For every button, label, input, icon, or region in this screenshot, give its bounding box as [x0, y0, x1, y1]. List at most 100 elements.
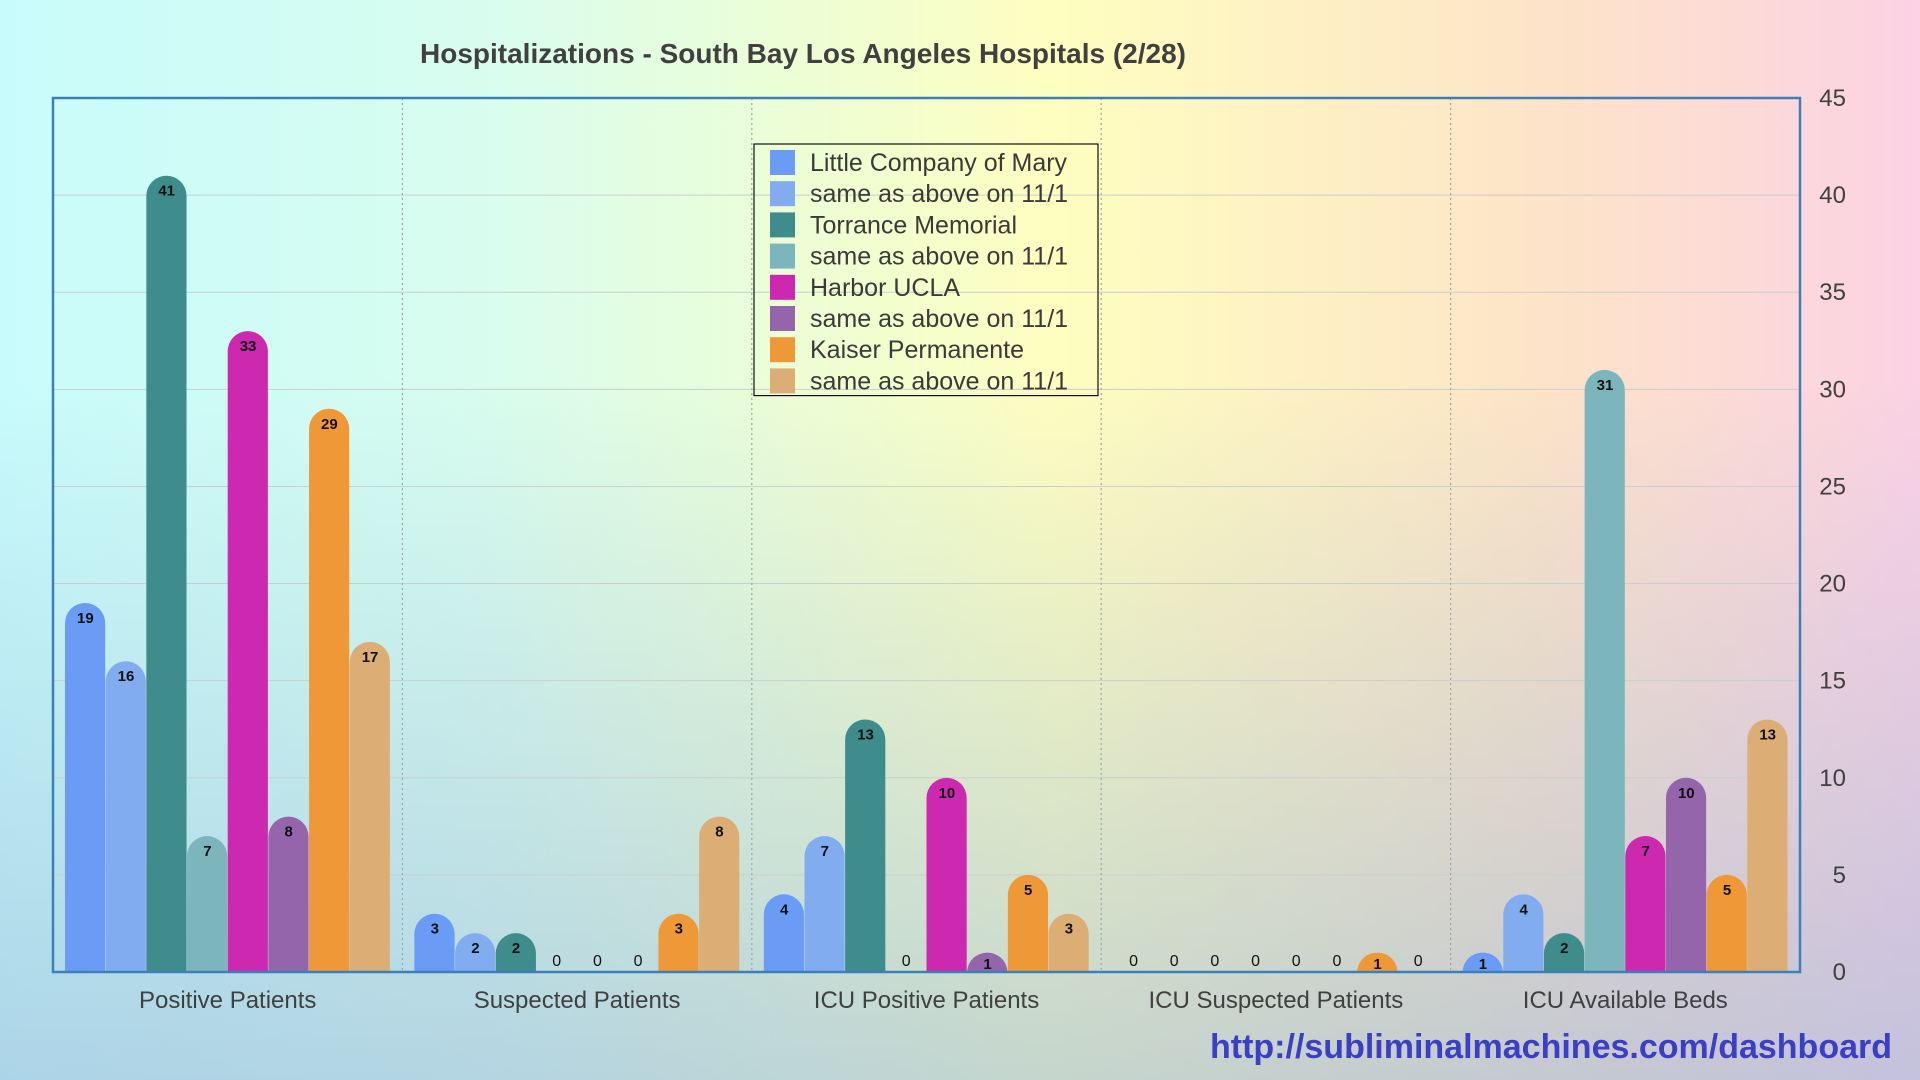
- y-tick-label: 20: [1819, 571, 1846, 598]
- data-label: 3: [675, 921, 683, 938]
- plot-frame: [51, 96, 1802, 974]
- legend-swatch: [770, 150, 795, 175]
- bar: [309, 408, 350, 973]
- x-tick-label: ICU Positive Patients: [814, 987, 1039, 1014]
- legend-label: same as above on 11/1: [810, 305, 1068, 333]
- data-label: 0: [593, 953, 602, 970]
- data-label: 1: [983, 956, 991, 973]
- bar: [1747, 719, 1788, 972]
- y-tick-label: 0: [1833, 959, 1846, 986]
- data-label: 0: [1251, 953, 1260, 970]
- data-label: 0: [1332, 953, 1341, 970]
- bar: [455, 933, 496, 972]
- bar: [349, 641, 390, 972]
- bar: [1357, 952, 1398, 972]
- data-label: 7: [821, 843, 829, 860]
- bar: [763, 894, 804, 972]
- data-label: 0: [634, 953, 643, 970]
- data-label: 31: [1597, 377, 1614, 394]
- legend-label: same as above on 11/1: [810, 367, 1068, 395]
- data-label: 0: [902, 953, 911, 970]
- bar: [65, 602, 106, 972]
- category-separators: [401, 98, 1452, 972]
- legend-label: Harbor UCLA: [810, 274, 960, 302]
- data-label: 4: [1519, 901, 1528, 918]
- y-tick-label: 40: [1819, 182, 1846, 209]
- legend-swatch: [770, 337, 795, 363]
- data-label: 0: [1292, 953, 1301, 970]
- data-label: 33: [240, 338, 257, 355]
- data-label: 13: [857, 727, 874, 744]
- bar: [967, 952, 1008, 972]
- data-label: 2: [512, 940, 520, 957]
- data-label: 10: [938, 785, 955, 802]
- y-tick-label: 35: [1819, 279, 1846, 306]
- bar: [1462, 952, 1503, 972]
- data-label: 0: [1129, 953, 1138, 970]
- y-tick-label: 5: [1833, 862, 1846, 889]
- data-label: 8: [285, 824, 293, 841]
- legend-swatch: [770, 368, 795, 394]
- dashboard-url-link[interactable]: http://subliminalmachines.com/dashboard: [1210, 1028, 1892, 1066]
- y-tick-label: 25: [1819, 473, 1846, 500]
- data-label: 2: [471, 940, 479, 957]
- data-label: 3: [1065, 921, 1073, 938]
- bar: [1503, 894, 1544, 972]
- y-axis: 0 5 10 15 20 25 30 35 40 45: [1819, 85, 1846, 986]
- data-label: 17: [362, 649, 379, 666]
- bar: [804, 836, 845, 972]
- bar: [1543, 933, 1585, 972]
- data-label: 10: [1678, 785, 1695, 802]
- bar: [268, 816, 309, 972]
- legend-box: [753, 143, 1099, 397]
- data-label: 0: [1414, 953, 1423, 970]
- bar: [227, 331, 268, 972]
- x-tick-label: Positive Patients: [139, 987, 316, 1014]
- data-label: 13: [1759, 727, 1776, 744]
- legend-swatch: [770, 181, 795, 207]
- bar: [1665, 777, 1707, 972]
- x-tick-label: ICU Suspected Patients: [1148, 987, 1403, 1014]
- data-label: 0: [1210, 953, 1219, 970]
- bar: [495, 933, 536, 972]
- data-label: 3: [431, 921, 439, 938]
- data-label: 0: [1170, 953, 1179, 970]
- data-label: 7: [1641, 843, 1649, 860]
- legend-label: Kaiser Permanente: [810, 336, 1024, 364]
- legend-label: Torrance Memorial: [810, 211, 1017, 239]
- legend-swatch: [770, 243, 795, 269]
- bar: [845, 719, 886, 972]
- data-label: 41: [158, 183, 175, 200]
- data-label: 29: [321, 416, 338, 433]
- legend-label: same as above on 11/1: [810, 180, 1068, 208]
- y-tick-label: 45: [1819, 85, 1846, 112]
- bar: [658, 913, 699, 972]
- data-label: 2: [1560, 940, 1568, 957]
- bar: [1584, 369, 1625, 973]
- data-label: 5: [1024, 882, 1032, 899]
- data-label: 5: [1723, 882, 1731, 899]
- bar: [187, 836, 228, 972]
- legend-swatch: [770, 306, 795, 331]
- bar: [414, 913, 455, 972]
- bar: [1706, 874, 1747, 972]
- data-label: 1: [1479, 956, 1487, 973]
- bar: [1007, 874, 1049, 972]
- data-label: 0: [552, 953, 561, 970]
- bar: [1625, 836, 1666, 972]
- legend-swatch: [770, 212, 795, 238]
- legend: Little Company of Mary same as above on 1…: [753, 143, 1099, 397]
- data-label: 16: [118, 668, 135, 685]
- data-label: 7: [203, 843, 211, 860]
- bar: [146, 175, 187, 973]
- y-tick-label: 10: [1819, 765, 1846, 792]
- legend-label: same as above on 11/1: [810, 243, 1068, 271]
- x-tick-label: ICU Available Beds: [1523, 987, 1728, 1014]
- data-label: 19: [77, 610, 94, 627]
- y-tick-label: 15: [1819, 668, 1846, 695]
- bar: [699, 816, 740, 972]
- bars: [65, 175, 1788, 973]
- bar: [1048, 913, 1089, 972]
